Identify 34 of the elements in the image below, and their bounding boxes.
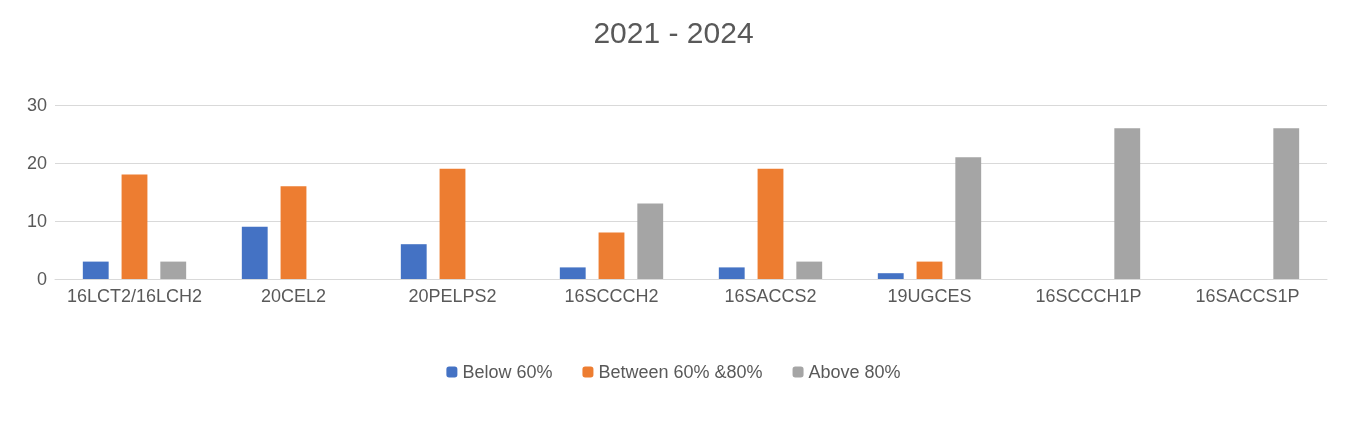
bar — [757, 168, 784, 279]
y-tick-label: 20 — [26, 153, 47, 173]
bar — [280, 186, 307, 279]
bar — [955, 157, 982, 279]
bar — [1114, 128, 1141, 279]
y-tick-label: 0 — [36, 269, 47, 289]
bar — [598, 232, 625, 279]
x-tick-label: 20PELPS2 — [408, 286, 497, 306]
bar — [160, 261, 187, 279]
bar — [718, 267, 745, 279]
bar — [559, 267, 586, 279]
bar — [637, 203, 664, 279]
x-tick-label: 16SACCS2 — [724, 286, 817, 306]
x-tick-label: 16SCCCH2 — [564, 286, 659, 306]
y-tick-label: 10 — [26, 211, 47, 231]
x-tick-label: 20CEL2 — [260, 286, 327, 306]
legend-label: Below 60% — [462, 362, 553, 382]
x-tick-label: 19UGCES — [887, 286, 972, 306]
bar — [241, 226, 268, 279]
bar — [400, 244, 427, 279]
x-tick-label: 16SACCS1P — [1195, 286, 1300, 306]
bar — [121, 174, 148, 279]
bar — [439, 168, 466, 279]
legend-label: Above 80% — [808, 362, 901, 382]
bar — [82, 261, 109, 279]
bar — [796, 261, 823, 279]
bar — [916, 261, 943, 279]
bar — [877, 273, 904, 279]
legend-label: Between 60% &80% — [598, 362, 763, 382]
bar — [1273, 128, 1300, 279]
chart-title: 2021 - 2024 — [593, 15, 754, 49]
x-tick-label: 16LCT2/16LCH2 — [66, 286, 203, 306]
x-tick-label: 16SCCCH1P — [1035, 286, 1142, 306]
y-tick-label: 30 — [26, 95, 47, 115]
